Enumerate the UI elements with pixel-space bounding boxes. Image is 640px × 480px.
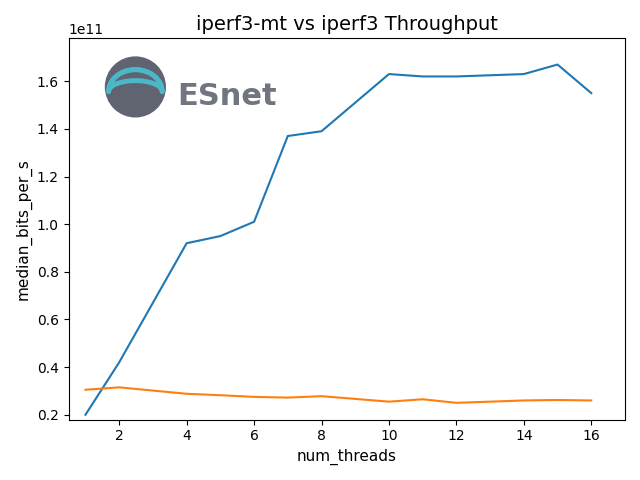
Text: ESnet: ESnet [177, 82, 276, 111]
Title: iperf3-mt vs iperf3 Throughput: iperf3-mt vs iperf3 Throughput [196, 15, 498, 34]
Y-axis label: median_bits_per_s: median_bits_per_s [15, 158, 31, 300]
X-axis label: num_threads: num_threads [297, 449, 397, 465]
